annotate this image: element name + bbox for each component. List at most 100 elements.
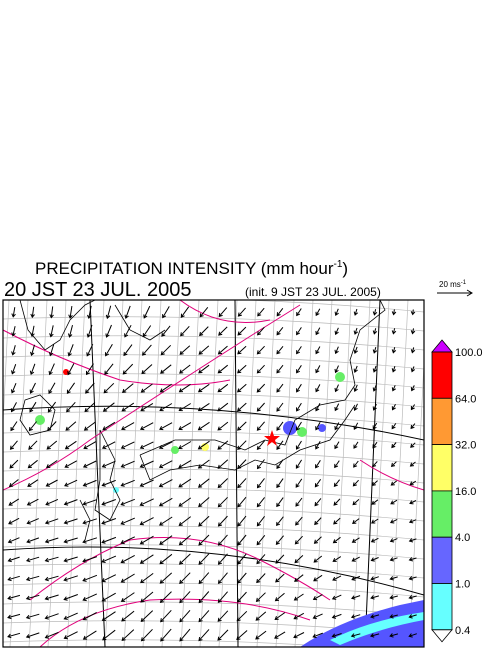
wind-arrow [294,555,304,564]
wind-arrow [237,496,247,508]
wind-arrow [63,575,78,582]
wind-arrow [178,441,192,450]
colorbar: 100.0 64.0 32.0 16.0 4.0 1.0 0.4 [431,339,483,643]
wind-arrow [334,346,339,355]
wind-arrow [332,556,342,562]
wind-arrow [314,479,322,488]
parallel [3,392,424,408]
wind-arrow [63,556,78,563]
wind-arrow [158,460,173,469]
wind-arrow [197,402,210,412]
wind-arrow [295,459,303,469]
wind-arrow [63,612,78,620]
wind-arrow [371,499,379,505]
contour [39,598,311,647]
wind-arrow [122,363,134,375]
wind-arrow [314,517,322,526]
wind-arrow [296,402,302,412]
wind-arrow [334,441,340,450]
wind-arrow [276,364,284,374]
wind-arrow [276,383,284,393]
wind-arrow [391,309,397,316]
coastline [19,300,96,351]
wind-arrow [315,460,321,469]
wind-arrow [351,595,361,600]
location-marker [264,430,280,446]
init-time: (init. 9 JST 23 JUL. 2005) [245,285,381,299]
wind-arrow [82,518,97,525]
wind-arrow [25,613,40,620]
wind-arrow [105,305,112,320]
wind-arrow [313,574,323,582]
wind-arrow [9,459,19,469]
wind-arrow [353,308,359,316]
wind-arrow [199,306,209,318]
wind-arrow [121,610,135,622]
wind-arrow [410,328,416,335]
wind-arrow [26,498,39,506]
wind-arrow [101,592,116,602]
wind-arrow [120,592,135,602]
domain-line [234,300,239,647]
wind-arrow [28,440,38,450]
wind-arrow [120,517,135,525]
wind-arrow [27,459,38,469]
coastline [139,300,386,456]
wind-arrow [63,499,78,506]
domain-lines [3,300,424,647]
wind-arrow [178,459,192,469]
wind-arrow [101,611,116,621]
wind-arrow [7,556,20,563]
wind-arrow [199,326,209,337]
wind-arrow [142,325,152,338]
wind-arrow [256,534,266,546]
wind-arrow [120,573,135,583]
wind-arrow [82,460,97,468]
wind-arrow [44,594,59,601]
wind-arrow [179,364,191,374]
wind-arrow [257,307,265,317]
wind-arrow [295,497,303,507]
wind-arrow [350,614,361,619]
wind-arrow [7,575,20,582]
domain-line [89,300,106,647]
meridian [47,300,67,647]
wind-arrow [48,344,55,357]
wind-arrow [25,575,40,582]
colorbar-label: 4.0 [455,532,470,544]
wind-arrow [198,629,210,642]
wind-arrow [217,515,228,527]
wind-arrow [408,633,417,638]
wind-arrow [352,479,359,487]
wind-arrow [159,535,173,545]
wind-arrow [86,324,93,338]
wind-arrow [391,385,396,392]
wind-arrow [44,631,59,639]
wind-arrow [217,421,229,431]
wind-arrow [121,402,135,412]
wind-arrow [140,628,153,642]
meridian [161,300,181,647]
wind-arrow [198,497,210,508]
wind-arrow [47,421,57,432]
colorbar-label: 16.0 [455,486,476,498]
map-frame [2,299,425,648]
wind-arrow [178,553,191,565]
wind-arrow [49,306,54,319]
wind-arrow [408,538,417,543]
wind-arrow [67,344,74,357]
wind-arrow [352,518,360,524]
wind-arrow [391,366,397,373]
meridian [85,300,105,647]
wind-arrow [353,441,359,449]
wind-arrow [86,363,94,376]
wind-arrow [45,498,59,506]
wind-arrow [334,422,340,431]
wind-arrow [161,325,171,337]
vector-legend-arrow [437,289,473,297]
wind-arrow [11,364,17,375]
wind-arrow [410,423,416,430]
wind-arrow [296,421,302,431]
wind-arrow [30,344,35,357]
